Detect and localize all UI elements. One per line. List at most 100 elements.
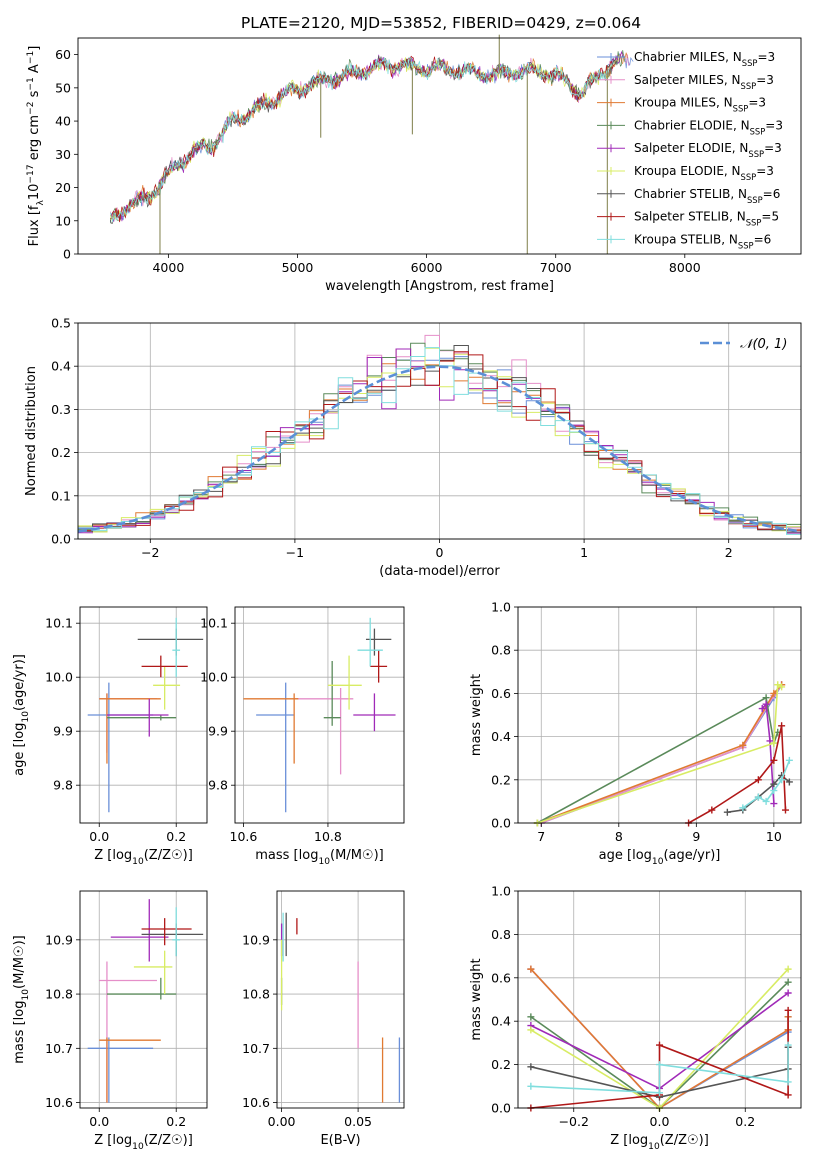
weight-marker bbox=[774, 681, 782, 689]
errorbar-point bbox=[243, 693, 299, 764]
y-tick-label: 10.6 bbox=[45, 1095, 73, 1110]
errorbar-point bbox=[110, 899, 169, 962]
x-tick-label: 7 bbox=[537, 829, 545, 844]
legend-label: Chabrier MILES, NSSP=3 bbox=[634, 50, 775, 68]
weight-marker bbox=[784, 978, 792, 986]
weight-marker bbox=[784, 1091, 792, 1099]
y-tick-label: 1.0 bbox=[491, 884, 511, 899]
y-tick-label: 0.0 bbox=[491, 1101, 511, 1116]
weight-marker bbox=[770, 780, 778, 788]
y-tick-label: 0.0 bbox=[491, 816, 511, 831]
errorbar-point bbox=[323, 661, 341, 726]
x-tick-label: 0.2 bbox=[735, 1114, 755, 1129]
z_mass-panel: 0.0 0.2 10.6 10.7 10.8 10.9 Z [log10(Z/Z☉)] mas… bbox=[12, 890, 208, 1152]
y-tick-label: 10.8 bbox=[45, 987, 73, 1002]
axes-frame bbox=[276, 890, 405, 1109]
axes-frame bbox=[77, 322, 802, 540]
spectrum-line bbox=[110, 55, 615, 223]
legend-label: Kroupa MILES, NSSP=3 bbox=[634, 96, 766, 114]
weight-line bbox=[761, 702, 775, 804]
weight-line bbox=[742, 760, 791, 809]
histogram-step bbox=[77, 347, 801, 539]
x-axis-label: age [log10(age/yr)] bbox=[599, 848, 721, 867]
z_weight-panel: −0.2 0.0 0.2 0.0 0.2 0.4 0.6 0.8 1.0 Z [log10(Z/Z… bbox=[469, 884, 802, 1152]
legend-label: Kroupa STELIB, NSSP=6 bbox=[634, 232, 771, 250]
y-tick-label: 9.9 bbox=[53, 724, 73, 739]
errorbar-point bbox=[256, 682, 295, 813]
weight-marker bbox=[778, 722, 786, 730]
errorbar-point bbox=[370, 650, 388, 683]
x-tick-label: 10.6 bbox=[230, 829, 258, 844]
y-axis-label: mass weight bbox=[469, 958, 484, 1040]
y-tick-label: 20 bbox=[55, 180, 71, 195]
y-tick-label: 10.1 bbox=[200, 616, 228, 631]
spectrum-legend: Chabrier MILES, NSSP=3 Salpeter MILES, NS… bbox=[597, 50, 783, 250]
errorbar-point bbox=[357, 617, 383, 667]
x-tick-label: 8000 bbox=[669, 260, 701, 275]
errorbar-point bbox=[141, 655, 188, 678]
y-axis-label: Flux [fλ10−17 erg cm−2 s−1 A−1] bbox=[26, 46, 46, 247]
y-tick-label: 0.2 bbox=[491, 1057, 511, 1072]
y-tick-label: 10.7 bbox=[45, 1041, 73, 1056]
x-tick-label: 6000 bbox=[411, 260, 443, 275]
errorbar-point bbox=[294, 688, 354, 775]
errorbar-point bbox=[99, 1037, 161, 1103]
weight-marker bbox=[527, 1082, 535, 1090]
weight-marker bbox=[770, 739, 778, 747]
x-tick-label: 0.0 bbox=[89, 1114, 109, 1129]
weight-marker bbox=[527, 1026, 535, 1034]
y-tick-label: 9.8 bbox=[53, 778, 73, 793]
errorbar-point bbox=[172, 617, 181, 678]
axes-frame bbox=[517, 890, 802, 1109]
weight-marker bbox=[785, 756, 793, 764]
legend-label: Salpeter STELIB, NSSP=5 bbox=[634, 210, 779, 228]
weight-marker bbox=[770, 689, 778, 697]
x-axis-label: (data-model)/error bbox=[379, 564, 500, 579]
y-tick-label: 0.6 bbox=[491, 686, 511, 701]
x-tick-label: 0.00 bbox=[268, 1114, 296, 1129]
y-tick-label: 0.6 bbox=[491, 970, 511, 985]
y-tick-label: 0.4 bbox=[51, 359, 71, 374]
legend-label: Kroupa ELODIE, NSSP=3 bbox=[634, 164, 774, 182]
weight-marker bbox=[527, 965, 535, 973]
errorbar-point bbox=[106, 715, 177, 721]
y-tick-label: 0.4 bbox=[491, 729, 511, 744]
errorbar-point bbox=[133, 950, 173, 995]
ebv_mass-plot bbox=[280, 912, 401, 1103]
residuals-plot bbox=[77, 334, 802, 539]
y-tick-label: 0.4 bbox=[491, 1014, 511, 1029]
y-tick-label: 0 bbox=[63, 247, 71, 262]
x-tick-label: 10.8 bbox=[314, 829, 342, 844]
y-tick-label: 0.3 bbox=[51, 402, 71, 417]
mass_age-panel: 10.6 10.8 9.8 9.9 10.0 10.1 mass [log10(M/M☉)] bbox=[200, 606, 405, 867]
y-axis-label: mass [log10(M/M☉)] bbox=[12, 935, 31, 1063]
errorbar-point bbox=[99, 693, 161, 764]
weight-marker bbox=[785, 778, 793, 786]
weight-marker bbox=[656, 1089, 663, 1097]
x-tick-label: −2 bbox=[141, 545, 159, 560]
y-tick-label: 0.5 bbox=[51, 316, 71, 331]
y-tick-label: 10.0 bbox=[45, 670, 73, 685]
y-tick-label: 9.9 bbox=[208, 724, 228, 739]
x-tick-label: 5000 bbox=[282, 260, 314, 275]
y-tick-label: 10.8 bbox=[242, 987, 270, 1002]
z_age-plot bbox=[87, 617, 204, 813]
y-tick-label: 9.8 bbox=[208, 778, 228, 793]
y-axis-label: Normed distribution bbox=[24, 366, 39, 496]
y-tick-label: 10.1 bbox=[45, 616, 73, 631]
x-axis-label: wavelength [Angstrom, rest frame] bbox=[325, 279, 554, 294]
weight-marker bbox=[784, 989, 792, 997]
errorbar-point bbox=[153, 666, 181, 710]
errorbar-point bbox=[106, 698, 169, 737]
spectrum-line bbox=[109, 55, 620, 221]
y-tick-label: 0.8 bbox=[491, 643, 511, 658]
legend-label: Chabrier STELIB, NSSP=6 bbox=[634, 187, 780, 205]
axes-frame bbox=[79, 890, 208, 1109]
axes-frame bbox=[234, 606, 405, 824]
spectrum-line bbox=[109, 56, 613, 222]
weight-marker bbox=[778, 776, 786, 784]
weight-marker bbox=[778, 683, 786, 691]
y-axis-label: age [log10(age/yr)] bbox=[12, 654, 31, 776]
residuals-panel: −2 −1 0 1 2 0.0 0.1 0.2 0.3 0.4 0.5 (data-model)/er… bbox=[24, 316, 802, 579]
